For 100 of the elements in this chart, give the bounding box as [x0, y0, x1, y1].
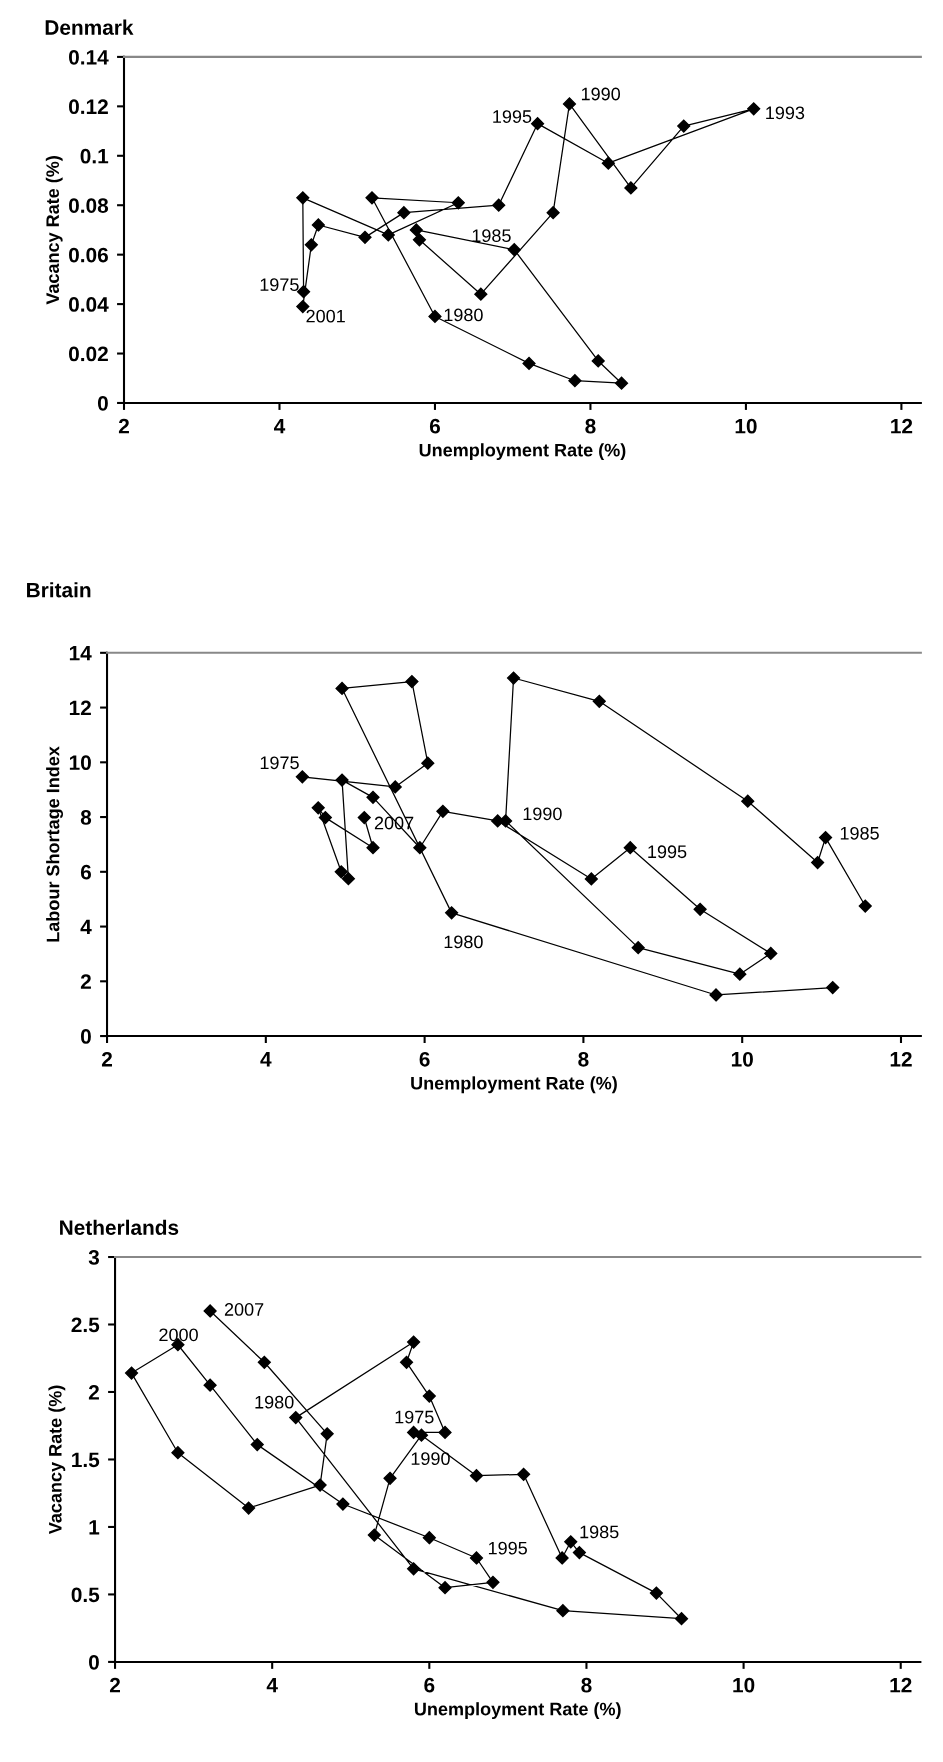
point [203, 1304, 217, 1318]
x-axis-title: Unemployment Rate (%) [419, 443, 626, 461]
point [591, 354, 605, 368]
point [421, 756, 435, 770]
x-tick-label: 2 [109, 1677, 121, 1693]
point [357, 811, 371, 825]
x-tick-label: 8 [581, 1677, 592, 1693]
annotation: 2007 [224, 1303, 264, 1316]
point [507, 243, 521, 257]
point [336, 1497, 350, 1511]
point [517, 1467, 531, 1481]
point [492, 198, 506, 212]
point [522, 356, 536, 371]
point [555, 1551, 569, 1565]
point [358, 230, 372, 244]
chart-title: Denmark [45, 19, 134, 35]
y-tick-label: 0.14 [69, 49, 109, 65]
point [203, 1378, 217, 1392]
chart-title: Netherlands [60, 1219, 179, 1235]
point [311, 801, 325, 815]
x-tick-label: 8 [585, 418, 596, 434]
point [709, 988, 723, 1002]
point [764, 946, 778, 960]
point [334, 865, 348, 879]
point [469, 1469, 484, 1483]
y-tick-label: 0.08 [69, 198, 109, 213]
y-tick-label: 2 [88, 1384, 99, 1400]
x-tick-label: 4 [260, 1052, 272, 1067]
point [311, 218, 325, 232]
x-tick-label: 4 [266, 1677, 278, 1693]
point [818, 831, 833, 845]
point [438, 1581, 452, 1595]
point [295, 770, 309, 784]
point [335, 681, 349, 695]
point [388, 780, 402, 794]
point [572, 1546, 586, 1560]
point [826, 981, 840, 995]
point [250, 1438, 264, 1452]
annotation: 1990 [581, 87, 621, 101]
point [405, 674, 419, 689]
point [296, 191, 310, 205]
annotation: 1980 [444, 308, 483, 322]
y-tick-label: 0.02 [69, 346, 108, 362]
point [568, 374, 582, 388]
y-tick-label: 2 [80, 974, 91, 989]
point [584, 872, 598, 886]
x-tick-label: 6 [419, 1051, 430, 1067]
point [592, 694, 606, 708]
point [422, 1531, 436, 1545]
point [320, 1427, 334, 1441]
point [733, 967, 747, 981]
point [631, 941, 645, 955]
point [399, 1355, 414, 1369]
point [366, 841, 380, 855]
point [428, 309, 442, 324]
point [741, 794, 755, 808]
point [562, 97, 577, 111]
point [693, 902, 707, 916]
x-axis-title: Unemployment Rate (%) [411, 1076, 617, 1094]
annotation: 1985 [472, 229, 511, 243]
x-tick-label: 2 [118, 418, 129, 434]
point [623, 841, 637, 855]
chart-title: Britain [27, 582, 91, 598]
annotation: 1985 [580, 1525, 619, 1539]
point [614, 376, 629, 390]
point [242, 1501, 256, 1515]
annotation: 1990 [411, 1452, 450, 1466]
point [414, 1428, 429, 1442]
annotation: 1980 [444, 935, 483, 949]
point [304, 238, 318, 252]
annotation: 1995 [648, 845, 687, 859]
y-tick-label: 8 [80, 810, 92, 825]
point [530, 117, 545, 131]
annotation: 1975 [395, 1410, 434, 1424]
point [365, 191, 379, 205]
point [674, 1612, 689, 1626]
point [412, 233, 427, 247]
point [257, 1355, 271, 1369]
x-tick-label: 10 [735, 418, 757, 434]
annotation: 1990 [523, 807, 562, 821]
y-tick-label: 4 [80, 919, 92, 935]
x-tick-label: 12 [890, 1051, 912, 1067]
point [124, 1366, 139, 1380]
point [677, 119, 691, 133]
point [564, 1535, 578, 1549]
point [486, 1575, 500, 1589]
point [366, 790, 380, 804]
y-axis-title: Labour Shortage Index [46, 746, 64, 942]
x-tick-label: 8 [578, 1051, 589, 1067]
point [383, 1471, 397, 1485]
y-axis-title: Vacancy Rate (%) [45, 156, 63, 305]
y-tick-label: 0 [89, 1654, 99, 1670]
point [367, 1528, 381, 1542]
annotation: 1975 [260, 756, 299, 770]
point [469, 1551, 484, 1565]
y-tick-label: 14 [69, 646, 92, 661]
annotation: 2001 [306, 309, 345, 323]
y-tick-label: 0.06 [69, 247, 108, 263]
y-tick-label: 1.5 [72, 1452, 100, 1468]
point [289, 1411, 303, 1425]
